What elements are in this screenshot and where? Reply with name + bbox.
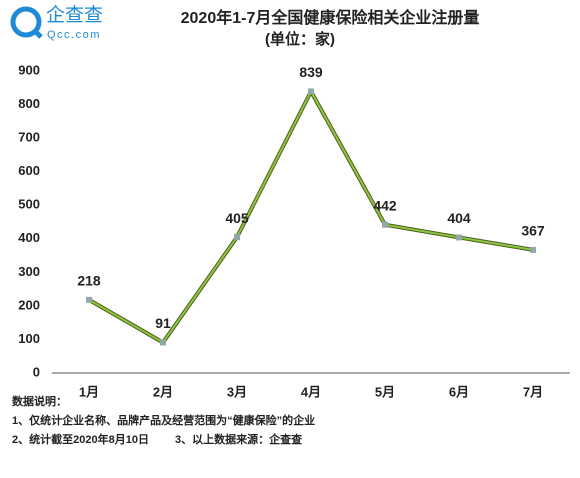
y-tick-label: 100 — [18, 331, 40, 346]
marker — [530, 246, 536, 253]
x-tick-label: 5月 — [375, 384, 395, 399]
note: 3、以上数据来源：企查查 — [175, 432, 302, 446]
y-tick-label: 400 — [18, 230, 40, 245]
x-tick-label: 4月 — [301, 384, 321, 399]
logo-domain: Qcc.com — [47, 29, 101, 41]
data-label: 91 — [155, 315, 171, 331]
y-tick-label: 600 — [18, 163, 40, 178]
note: 2、统计截至2020年8月10日 — [12, 432, 149, 446]
marker — [160, 339, 166, 346]
logo-icon-handle — [32, 28, 43, 39]
y-tick-label: 0 — [33, 364, 40, 379]
chart-title: 2020年1-7月全国健康保险相关企业注册量 — [181, 8, 480, 27]
data-label: 839 — [299, 64, 323, 80]
y-tick-label: 200 — [18, 297, 40, 312]
x-tick-label: 6月 — [449, 384, 469, 399]
logo-name: 企查查 — [46, 4, 103, 26]
y-tick-label: 900 — [18, 62, 40, 77]
marker — [86, 296, 92, 303]
logo: 企查查 Qcc.com — [10, 4, 103, 41]
x-tick-label: 1月 — [79, 384, 99, 399]
x-tick-label: 2月 — [153, 384, 173, 399]
note: 数据说明： — [12, 394, 67, 408]
note: 1、仅统计企业名称、品牌产品及经营范围为“健康保险”的企业 — [12, 413, 315, 427]
marker — [456, 234, 462, 241]
chart-subtitle: (单位：家) — [265, 30, 335, 48]
marker — [234, 234, 240, 241]
marker — [308, 88, 314, 95]
data-label: 218 — [77, 273, 101, 289]
x-tick-label: 7月 — [523, 384, 543, 399]
marker — [382, 221, 388, 228]
y-tick-label: 300 — [18, 264, 40, 279]
y-tick-label: 700 — [18, 130, 40, 145]
data-label: 404 — [447, 210, 471, 226]
y-tick-label: 800 — [18, 96, 40, 111]
y-tick-label: 500 — [18, 197, 40, 212]
x-tick-label: 3月 — [227, 384, 247, 399]
logo-icon — [10, 6, 42, 38]
data-label: 442 — [373, 197, 397, 213]
data-label: 405 — [225, 210, 249, 226]
data-label: 367 — [521, 223, 545, 239]
